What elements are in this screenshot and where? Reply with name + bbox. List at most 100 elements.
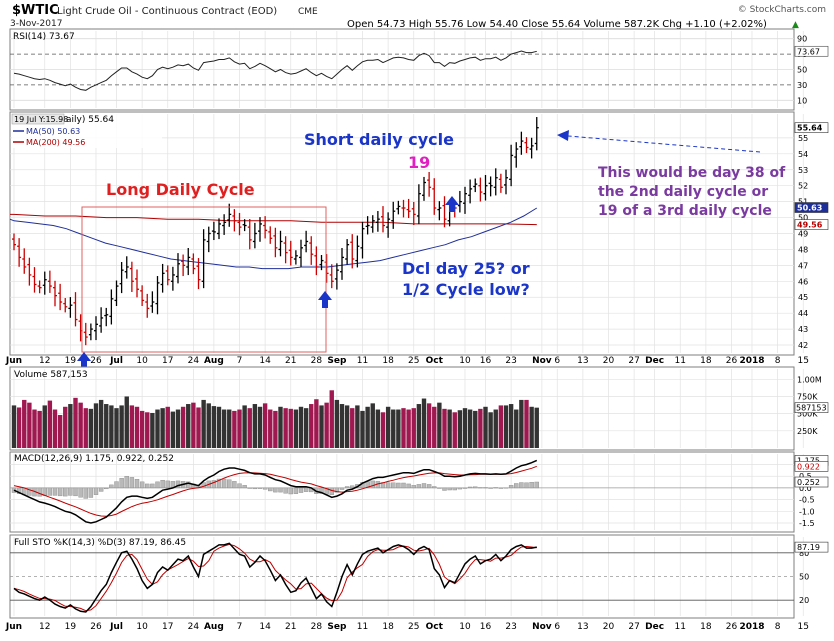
rsi-tick-label: 30 [797,81,807,90]
ohlc-bar [355,235,360,268]
x-axis-label: 18 [382,622,394,632]
ohlc-bar [196,258,201,290]
ohlc-bar [278,230,283,257]
volume-bar [186,404,191,448]
macd-histogram-bar [247,487,252,489]
volume-tick-label: 1.00M [797,375,822,384]
x-axis-label: 23 [505,356,516,366]
ohlc-bar [104,307,109,327]
volume-bar [375,409,381,448]
volume-bar [303,408,309,448]
cycle-note-line2: the 2nd daily cycle or [598,184,768,200]
macd-histogram-bar [37,487,42,497]
macd-histogram-bar [426,484,432,489]
ohlc-bar [488,176,493,197]
x-axis-label: 26 [726,356,738,366]
volume-bar [524,399,529,448]
ohlc-bar [211,221,216,241]
macd-histogram-bar [129,477,135,489]
macd-histogram-bar [52,487,58,496]
ohlc-bar [150,291,155,313]
macd-histogram-bar [457,487,463,490]
volume-bar [529,406,534,448]
cycle-note-line1: This would be day 38 of [598,165,786,181]
macd-histogram-bar [98,487,104,492]
x-axis-label: Jul [109,622,123,632]
macd-histogram-bar [524,482,529,489]
ohlc-bar [114,280,119,306]
x-axis-label: 7 [237,622,243,632]
macd-histogram-bar [406,483,411,489]
ohlc-bar [375,211,380,232]
x-axis-label: 17 [162,356,173,366]
x-axis-label: 11 [357,356,368,366]
ohlc-bar [509,144,514,187]
volume-bar [139,410,145,448]
dashed-arrow-left-icon [557,130,761,153]
macd-histogram-bar [339,487,345,490]
macd-histogram-bar [385,482,391,489]
x-axis-label: 26 [90,356,102,366]
ohlc-bar [365,216,370,235]
volume-bar [155,409,160,448]
volume-bar [242,405,247,448]
ohlc-bar [463,186,467,214]
dcl-note-line2: 1/2 Cycle low? [402,280,530,299]
volume-bar [257,406,263,448]
ohlc-bar [140,285,145,306]
volume-bar [365,406,370,448]
volume-bar [426,403,432,448]
tooltip-box [11,113,65,125]
macd-line [13,459,538,524]
volume-bar [283,408,288,448]
macd-histogram-bar [447,487,452,491]
ohlc-bar [483,175,488,201]
macd-histogram-bar [344,486,350,489]
ohlc-bar [309,236,314,265]
ohlc-bar [37,280,42,294]
price-tick-label: 53 [798,166,808,175]
macd-histogram-bar [514,483,519,489]
macd-histogram-bar [237,483,242,489]
x-axis-label: 14 [259,356,271,366]
macd-histogram-bar [483,487,488,489]
price-bars [12,117,539,346]
ohlc-bar [186,247,191,276]
macd-histogram-bar [242,485,247,489]
volume-bar [47,400,53,448]
rsi-grid: 907050301073.67 [10,31,829,108]
macd-label: MACD(12,26,9) 1.175, 0.922, 0.252 [14,454,174,464]
x-axis-label: 6 [554,356,560,366]
volume-bar [227,409,232,448]
rsi-tick-label: 10 [797,96,807,105]
volume-bar [104,404,109,448]
macd-histogram-bar [119,478,124,489]
macd-histogram-bar [508,485,514,489]
ohlc-bar [135,269,139,298]
volume-bar [324,402,329,448]
x-axis-label: 21 [285,622,296,632]
volume-bar [421,398,427,448]
macd-histogram-bar [462,487,468,489]
volume-bar [201,399,206,448]
volume-bar [83,408,88,448]
macd-histogram-bar [227,479,232,489]
volume-bar [119,405,124,448]
price-tick-label: 49 [798,230,808,239]
macd-value-badge [794,476,829,488]
ohlc-bar [242,219,247,232]
ohlc-bar [88,323,93,341]
x-axis-label: 15 [798,622,809,632]
volume-tick-label: 750K [797,392,818,401]
dcl-note-line1: Dcl day 25? or [402,259,530,278]
x-axis-label: 27 [628,622,639,632]
macd-histogram-bar [155,481,160,489]
up-arrow-icon [318,291,332,308]
macd-histogram-bar [452,487,457,491]
ma200-legend: MA(200) 49.56 [26,138,85,147]
volume-bar [63,406,68,448]
ohlc-bar [119,262,124,294]
x-axis-label: 28 [311,356,323,366]
ohlc-bar [258,217,262,242]
volume-bar [191,402,196,448]
